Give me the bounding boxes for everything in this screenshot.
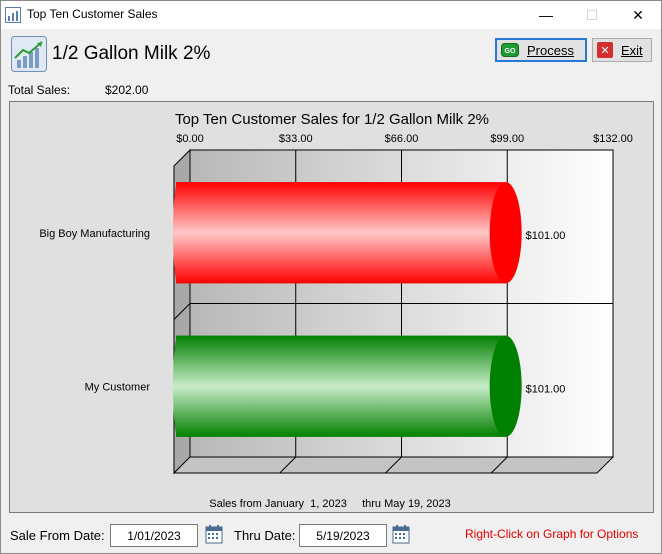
exit-label: Exit bbox=[621, 42, 643, 58]
data-label: $101.00 bbox=[526, 230, 566, 242]
bar[interactable] bbox=[176, 182, 506, 284]
sale-from-date-label: Sale From Date: bbox=[10, 528, 105, 543]
maximize-button[interactable]: ☐ bbox=[585, 6, 599, 23]
x-tick-label: $132.00 bbox=[593, 133, 633, 145]
minimize-button[interactable]: — bbox=[539, 7, 553, 23]
category-label: Big Boy Manufacturing bbox=[39, 228, 150, 240]
total-sales-label: Total Sales: bbox=[8, 83, 71, 97]
process-label: Process bbox=[527, 42, 574, 58]
chart-title: Top Ten Customer Sales for 1/2 Gallon Mi… bbox=[175, 111, 489, 128]
growth-chart-icon bbox=[11, 36, 47, 72]
gridline-floor bbox=[279, 456, 297, 474]
exit-button[interactable]: ✕ Exit bbox=[592, 38, 652, 62]
right-click-hint: Right-Click on Graph for Options bbox=[465, 527, 639, 541]
thru-date-label: Thru Date: bbox=[234, 528, 296, 543]
gridline-floor bbox=[490, 456, 508, 474]
x-tick-label: $66.00 bbox=[385, 133, 419, 145]
category-label: My Customer bbox=[85, 381, 151, 393]
bar-end-cap bbox=[489, 182, 522, 284]
bar-end-cap bbox=[489, 335, 522, 437]
chart-svg[interactable]: Top Ten Customer Sales for 1/2 Gallon Mi… bbox=[10, 102, 655, 514]
thru-date-input[interactable]: 5/19/2023 bbox=[299, 524, 387, 547]
x-tick-label: $0.00 bbox=[176, 133, 204, 145]
close-button[interactable]: ✕ bbox=[632, 6, 644, 23]
gridline-floor bbox=[385, 456, 402, 474]
total-sales-value: $202.00 bbox=[105, 83, 149, 97]
data-label: $101.00 bbox=[526, 383, 566, 395]
product-title: 1/2 Gallon Milk 2% bbox=[52, 43, 211, 64]
x-tick-label: $33.00 bbox=[279, 133, 313, 145]
chart-icon bbox=[5, 7, 21, 23]
bar-start-cap bbox=[173, 182, 183, 284]
chart-footer: Sales from January 1, 2023 thru May 19, … bbox=[209, 498, 451, 510]
exit-icon: ✕ bbox=[597, 42, 613, 58]
sales-chart[interactable]: Top Ten Customer Sales for 1/2 Gallon Mi… bbox=[9, 101, 654, 513]
svg-text:GO: GO bbox=[505, 48, 516, 55]
bar[interactable] bbox=[176, 335, 506, 437]
window-title: Top Ten Customer Sales bbox=[27, 7, 158, 21]
bar-start-cap bbox=[173, 335, 183, 437]
sale-from-date-input[interactable]: 1/01/2023 bbox=[110, 524, 198, 547]
gridline-side bbox=[173, 303, 191, 320]
process-button[interactable]: GO Process bbox=[495, 38, 587, 62]
go-icon: GO bbox=[501, 43, 519, 57]
calendar-icon[interactable] bbox=[205, 524, 223, 544]
x-tick-label: $99.00 bbox=[490, 133, 524, 145]
title-bar: Top Ten Customer Sales — ☐ ✕ bbox=[1, 1, 661, 29]
calendar-icon[interactable] bbox=[392, 524, 410, 544]
